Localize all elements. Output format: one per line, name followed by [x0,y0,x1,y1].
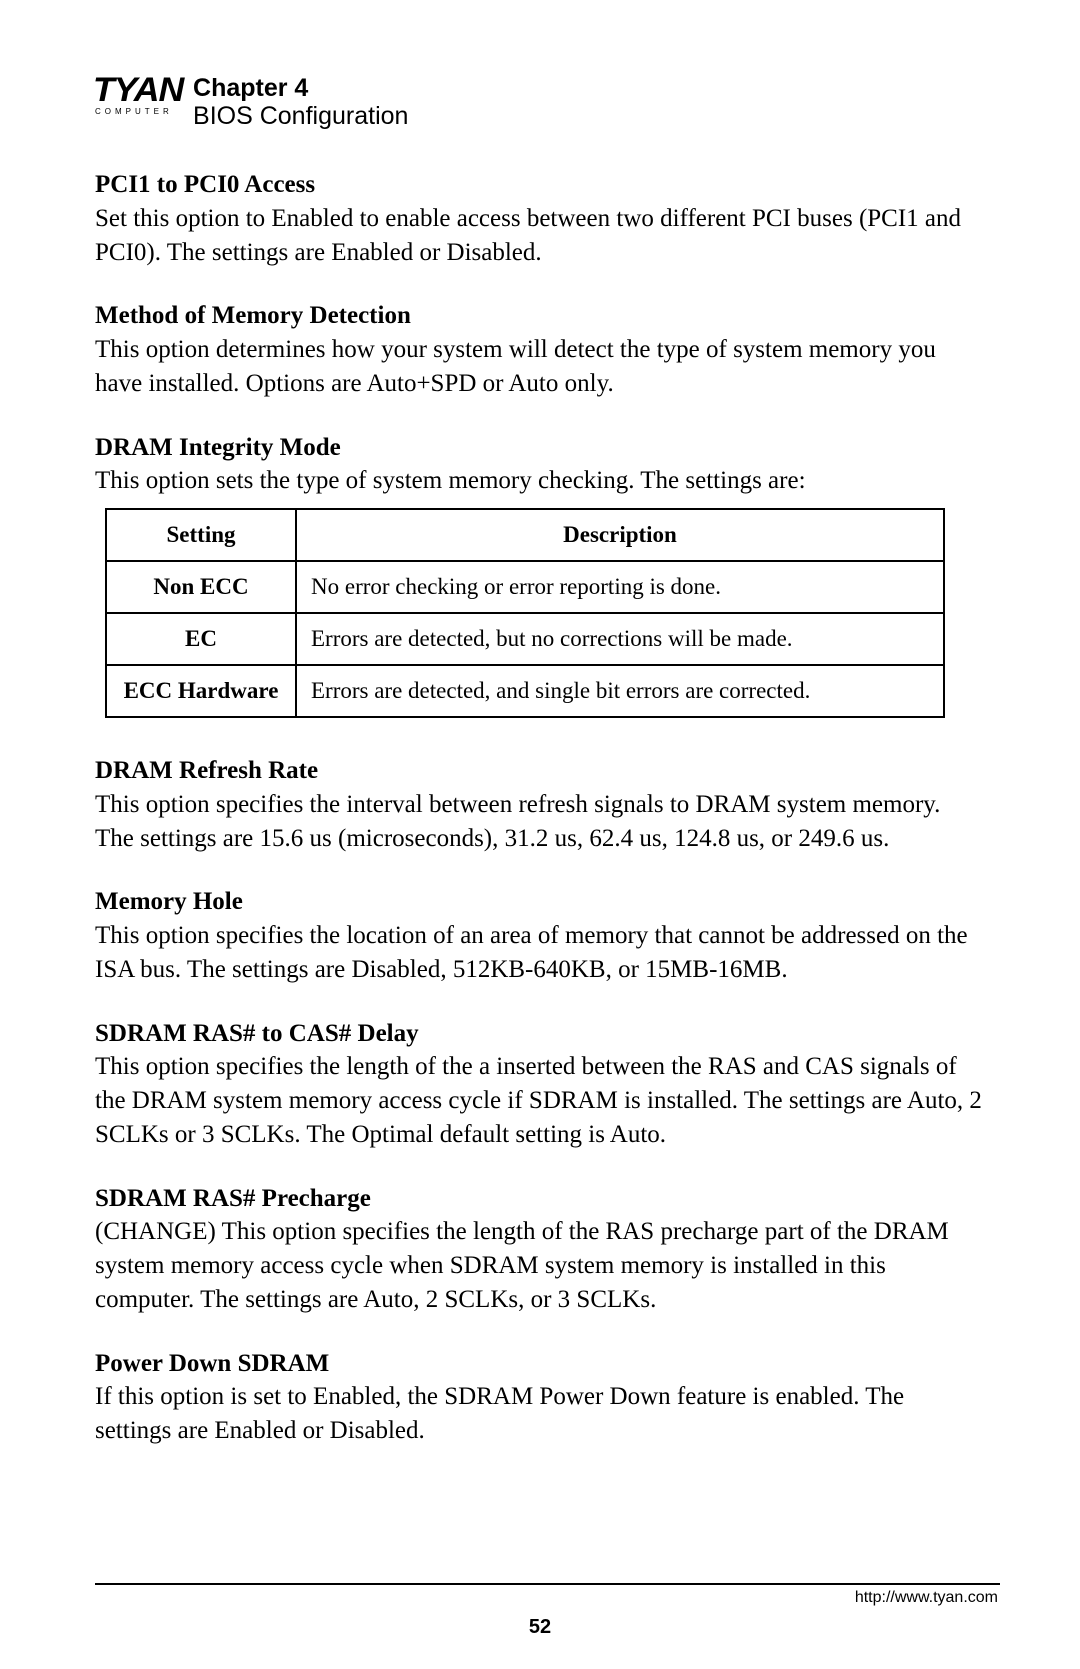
section-power-down-sdram: Power Down SDRAM If this option is set t… [95,1347,985,1448]
table-cell-setting: Non ECC [106,561,296,613]
section-ras-precharge: SDRAM RAS# Precharge (CHANGE) This optio… [95,1182,985,1317]
chapter-heading-block: Chapter 4 BIOS Configuration [193,75,408,130]
section-dram-integrity: DRAM Integrity Mode This option sets the… [95,431,985,719]
section-title: SDRAM RAS# to CAS# Delay [95,1017,985,1051]
document-page: TYAN COMPUTER Chapter 4 BIOS Configurati… [0,0,1080,1669]
section-body: (CHANGE) This option specifies the lengt… [95,1215,985,1316]
section-memory-detection: Method of Memory Detection This option d… [95,299,985,400]
table-cell-setting: ECC Hardware [106,665,296,717]
section-title: Memory Hole [95,885,985,919]
section-body: This option specifies the location of an… [95,919,985,987]
section-title: Method of Memory Detection [95,299,985,333]
table-cell-setting: EC [106,613,296,665]
section-body: This option specifies the interval betwe… [95,788,985,856]
section-body: This option specifies the length of the … [95,1050,985,1151]
section-ras-cas-delay: SDRAM RAS# to CAS# Delay This option spe… [95,1017,985,1152]
section-body: If this option is set to Enabled, the SD… [95,1380,985,1448]
table-row: EC Errors are detected, but no correctio… [106,613,944,665]
table-row: ECC Hardware Errors are detected, and si… [106,665,944,717]
chapter-subtitle: BIOS Configuration [193,103,408,131]
section-pci-access: PCI1 to PCI0 Access Set this option to E… [95,168,985,269]
table-cell-description: Errors are detected, but no corrections … [296,613,944,665]
section-title: PCI1 to PCI0 Access [95,168,985,202]
table-header-description: Description [296,509,944,561]
section-memory-hole: Memory Hole This option specifies the lo… [95,885,985,986]
section-title: DRAM Refresh Rate [95,754,985,788]
section-title: SDRAM RAS# Precharge [95,1182,985,1216]
section-title: DRAM Integrity Mode [95,431,985,465]
section-dram-refresh: DRAM Refresh Rate This option specifies … [95,754,985,855]
chapter-title: Chapter 4 [193,75,408,103]
section-body: This option determines how your system w… [95,333,985,401]
section-title: Power Down SDRAM [95,1347,985,1381]
footer-divider [95,1583,1000,1585]
footer-url: http://www.tyan.com [855,1589,998,1607]
table-cell-description: Errors are detected, and single bit erro… [296,665,944,717]
logo-main-text: TYAN [93,75,183,106]
page-number: 52 [0,1616,1080,1639]
table-header-setting: Setting [106,509,296,561]
section-body: This option sets the type of system memo… [95,464,985,498]
table-cell-description: No error checking or error reporting is … [296,561,944,613]
table-row: Non ECC No error checking or error repor… [106,561,944,613]
table-header-row: Setting Description [106,509,944,561]
dram-integrity-table: Setting Description Non ECC No error che… [105,508,945,718]
page-header: TYAN COMPUTER Chapter 4 BIOS Configurati… [95,75,985,130]
tyan-logo: TYAN COMPUTER [95,75,181,116]
section-body: Set this option to Enabled to enable acc… [95,202,985,270]
